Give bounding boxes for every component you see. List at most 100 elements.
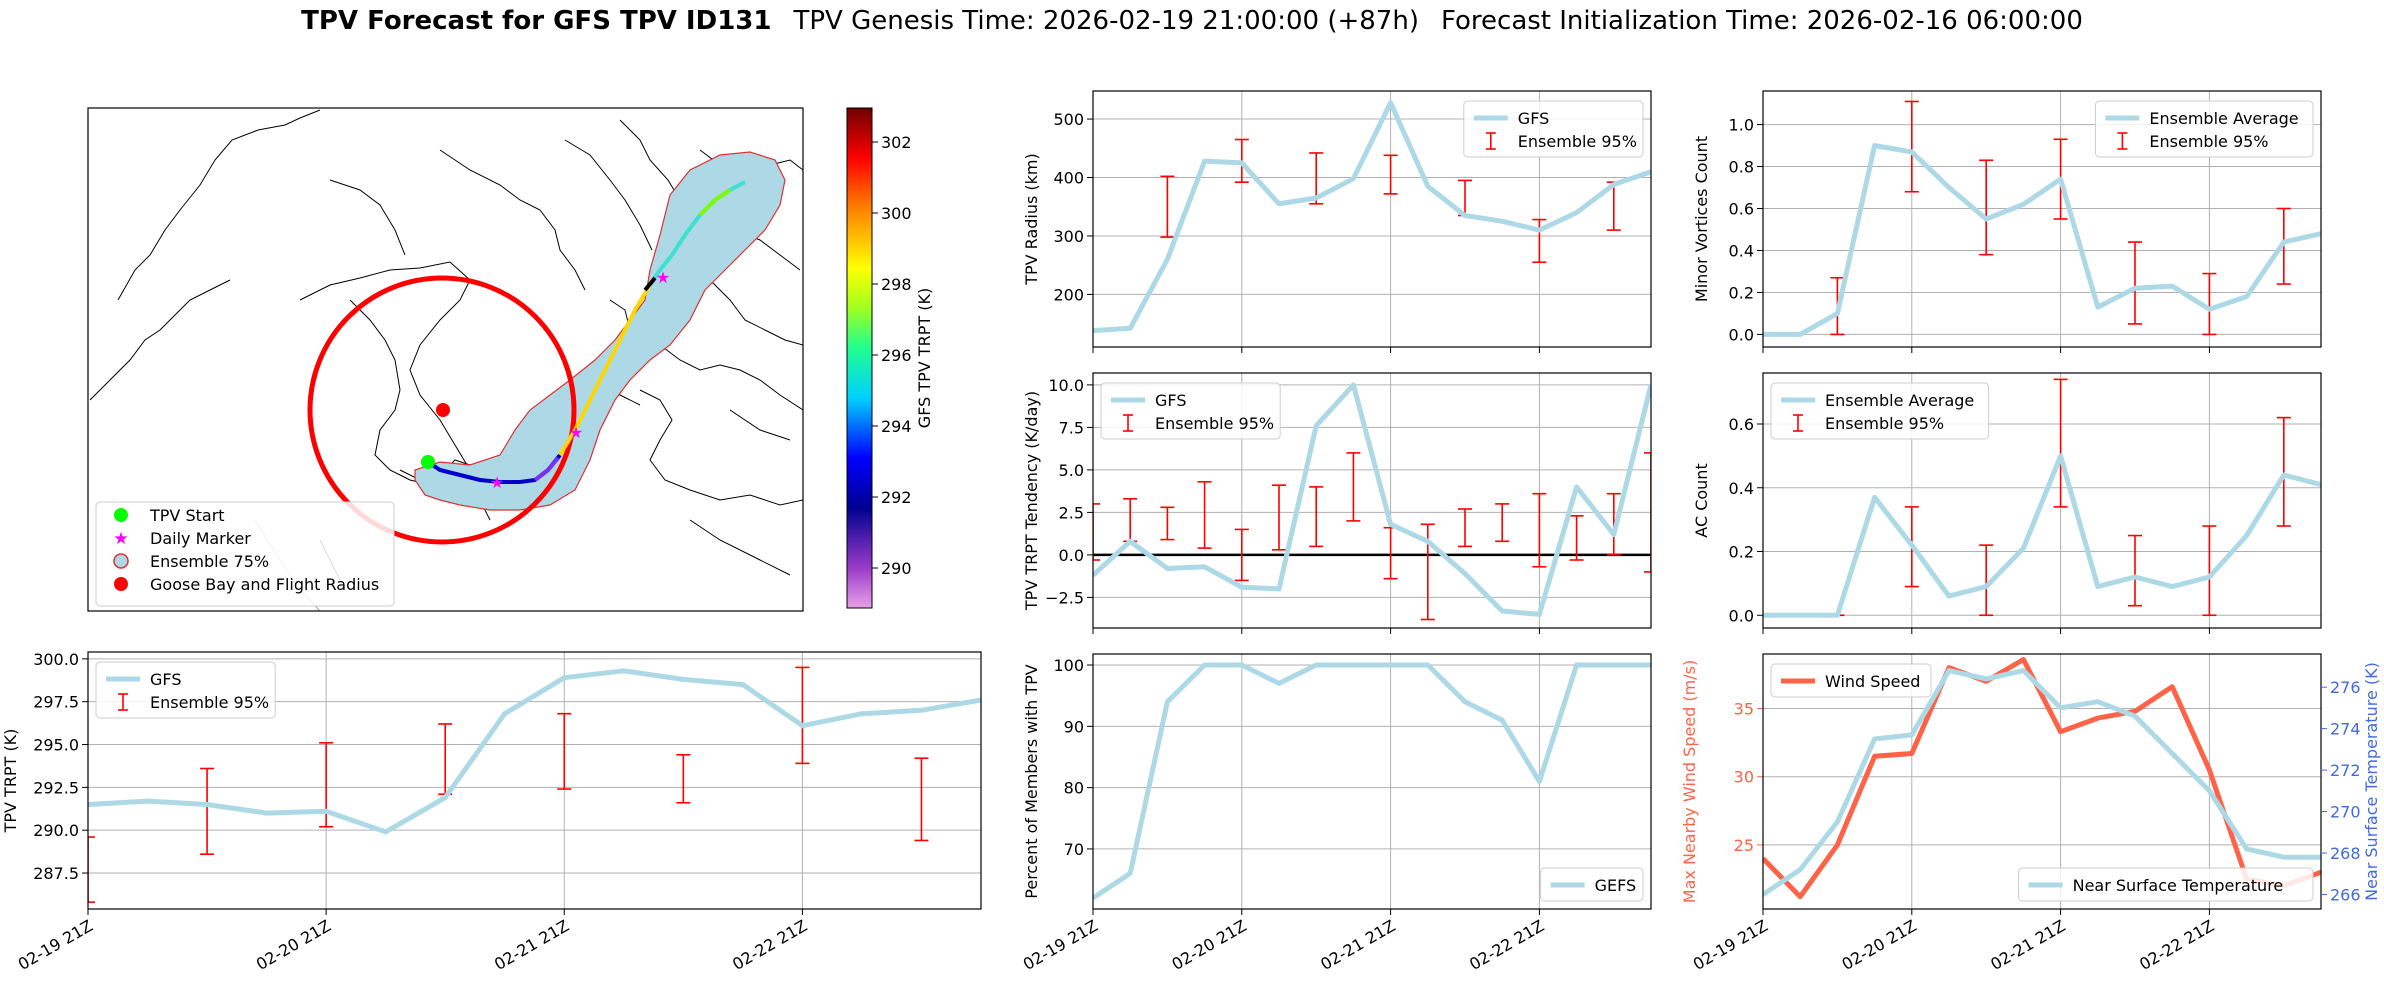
axes-frame (1762, 372, 2322, 629)
y-tick-label: 500 (1053, 110, 1084, 129)
y-axis-label: Max Nearby Wind Speed (m/s) (1680, 660, 1699, 903)
legend-box (2018, 867, 2314, 902)
y-tick-label: 287.5 (33, 864, 79, 883)
y-tick-label: 70 (1064, 840, 1084, 859)
legend-box (2094, 100, 2314, 158)
y-tick-label: 0.6 (1729, 415, 1754, 434)
title-init: Forecast Initialization Time: 2026-02-16… (1440, 6, 2083, 36)
x-tick-label: 02-22 21Z (729, 916, 810, 974)
y-tick-label: 0.8 (1729, 158, 1754, 177)
y-tick-label: 7.5 (1059, 418, 1084, 437)
x-tick-label: 02-21 21Z (491, 916, 572, 974)
y-tick-label: 200 (1053, 285, 1084, 304)
legend-box (95, 661, 276, 719)
y-tick-label: 30 (1734, 768, 1754, 787)
axes-frame (1762, 90, 2322, 348)
legend-label: GEFS (1595, 876, 1637, 895)
legend-label: Wind Speed (1825, 672, 1920, 691)
legend: GFS Ensemble 95% (95, 661, 276, 719)
legend-label: Ensemble 95% (2149, 132, 2268, 151)
plot-area (1763, 378, 2321, 618)
legend: Wind Speed (1770, 663, 1932, 698)
legend-box (1540, 867, 1644, 902)
y-tick-label: 80 (1064, 779, 1084, 798)
y-axis-label: Percent of Members with TPV (1022, 664, 1041, 898)
x-tick-label: 02-19 21Z (15, 916, 96, 974)
x-tick-label: 02-21 21Z (1987, 916, 2068, 974)
x-tick-label: 02-19 21Z (1020, 916, 1101, 974)
y-tick-label: 292.5 (33, 778, 79, 797)
x-tick-label: 02-22 21Z (1466, 916, 1547, 974)
y-tick-label: 295.0 (33, 736, 79, 755)
y-tick-label: 0.0 (1729, 606, 1754, 625)
legend-label: Ensemble Average (2149, 109, 2298, 128)
axes-frame (1092, 90, 1652, 348)
y-axis-label-right: Near Surface Temperature (K) (2362, 662, 2381, 901)
plot-area (1093, 662, 1651, 901)
plot-area (88, 666, 981, 903)
y-tick-label: 0.2 (1729, 543, 1754, 562)
y-tick-label: 290.0 (33, 821, 79, 840)
plot-area (1763, 100, 2321, 337)
legend-label: Ensemble 95% (1825, 414, 1944, 433)
legend-label: GFS (1518, 109, 1549, 128)
y-tick-label: 25 (1734, 836, 1754, 855)
chart-wind: 25 30 35 Max Nearby Wind Speed (m/s) 266 268 2… (1680, 653, 2381, 974)
series-line (1093, 662, 1651, 901)
y-axis-label: TPV Radius (km) (1022, 153, 1041, 286)
title-main: TPV Forecast for GFS TPV ID131 (301, 6, 772, 36)
chart-radius: 200 300 400 500 TPV Radius (km) GFS Ensemble 9… (1022, 90, 1652, 353)
axes-frame (1092, 372, 1652, 629)
legend: GFS Ensemble 95% (1463, 100, 1644, 158)
y-tick-label: 400 (1053, 169, 1084, 188)
legend-label: Ensemble 95% (1155, 414, 1274, 433)
axes-frame (1092, 653, 1652, 910)
x-tick-label: 02-19 21Z (1690, 916, 1771, 974)
y-tick-label: 10.0 (1048, 376, 1084, 395)
legend: Ensemble Average Ensemble 95% (2094, 100, 2314, 158)
y-tick-label: 2.5 (1059, 503, 1084, 522)
y-tick-label: 0.4 (1729, 479, 1754, 498)
plot-area (1093, 100, 1651, 334)
y-tick-label: 0.0 (1059, 546, 1084, 565)
plot-area (1763, 657, 2321, 900)
legend-label: Ensemble 95% (150, 693, 269, 712)
legend-box (1100, 382, 1281, 440)
series-line (1763, 143, 2321, 337)
y-tick-label: 0.0 (1729, 325, 1754, 344)
y-tick-label: 0.6 (1729, 200, 1754, 219)
y-tick-label: 35 (1734, 700, 1754, 719)
legend-label: Near Surface Temperature (2073, 876, 2284, 895)
plot-area (1093, 382, 1651, 621)
series-line (1763, 453, 2321, 618)
chart-members: 70 80 90 100 Percent of Members with TPV 02-1… (1020, 653, 1652, 974)
chart-minor: 0.0 0.2 0.4 0.6 0.8 1.0 Minor Vortices Count En… (1692, 90, 2322, 353)
legend-box (1463, 100, 1644, 158)
y-tick-label: 0.4 (1729, 241, 1754, 260)
legend-box (1770, 382, 1990, 440)
figure-title: TPV Forecast for GFS TPV ID131 TPV Genesi… (0, 6, 2384, 36)
legend: Near Surface Temperature (2018, 867, 2314, 902)
series-line (1093, 100, 1651, 334)
y-tick-label: −2.5 (1045, 588, 1084, 607)
y-axis-label: Minor Vortices Count (1692, 136, 1711, 302)
legend: GEFS (1540, 867, 1644, 902)
y-tick-label-right: 272 (2330, 761, 2361, 780)
y-axis-label: TPV TRPT Tendency (K/day) (1022, 391, 1041, 611)
title-genesis: TPV Genesis Time: 2026-02-19 21:00:00 (+… (793, 6, 1419, 36)
axes-frame (87, 651, 982, 910)
legend-label: GFS (1155, 391, 1186, 410)
y-tick-label: 1.0 (1729, 116, 1754, 135)
y-axis-label: TPV TRPT (K) (1, 729, 20, 834)
legend: GFS Ensemble 95% (1100, 382, 1281, 440)
series-line (1763, 668, 2321, 897)
y-tick-label: 300 (1053, 227, 1084, 246)
legend-label: Ensemble Average (1825, 391, 1974, 410)
y-tick-label-right: 268 (2330, 844, 2361, 863)
series-line (1093, 382, 1651, 617)
y-tick-label-right: 276 (2330, 678, 2361, 697)
legend: Ensemble Average Ensemble 95% (1770, 382, 1990, 440)
axes-frame (1762, 653, 2322, 910)
y-tick-label: 0.2 (1729, 283, 1754, 302)
